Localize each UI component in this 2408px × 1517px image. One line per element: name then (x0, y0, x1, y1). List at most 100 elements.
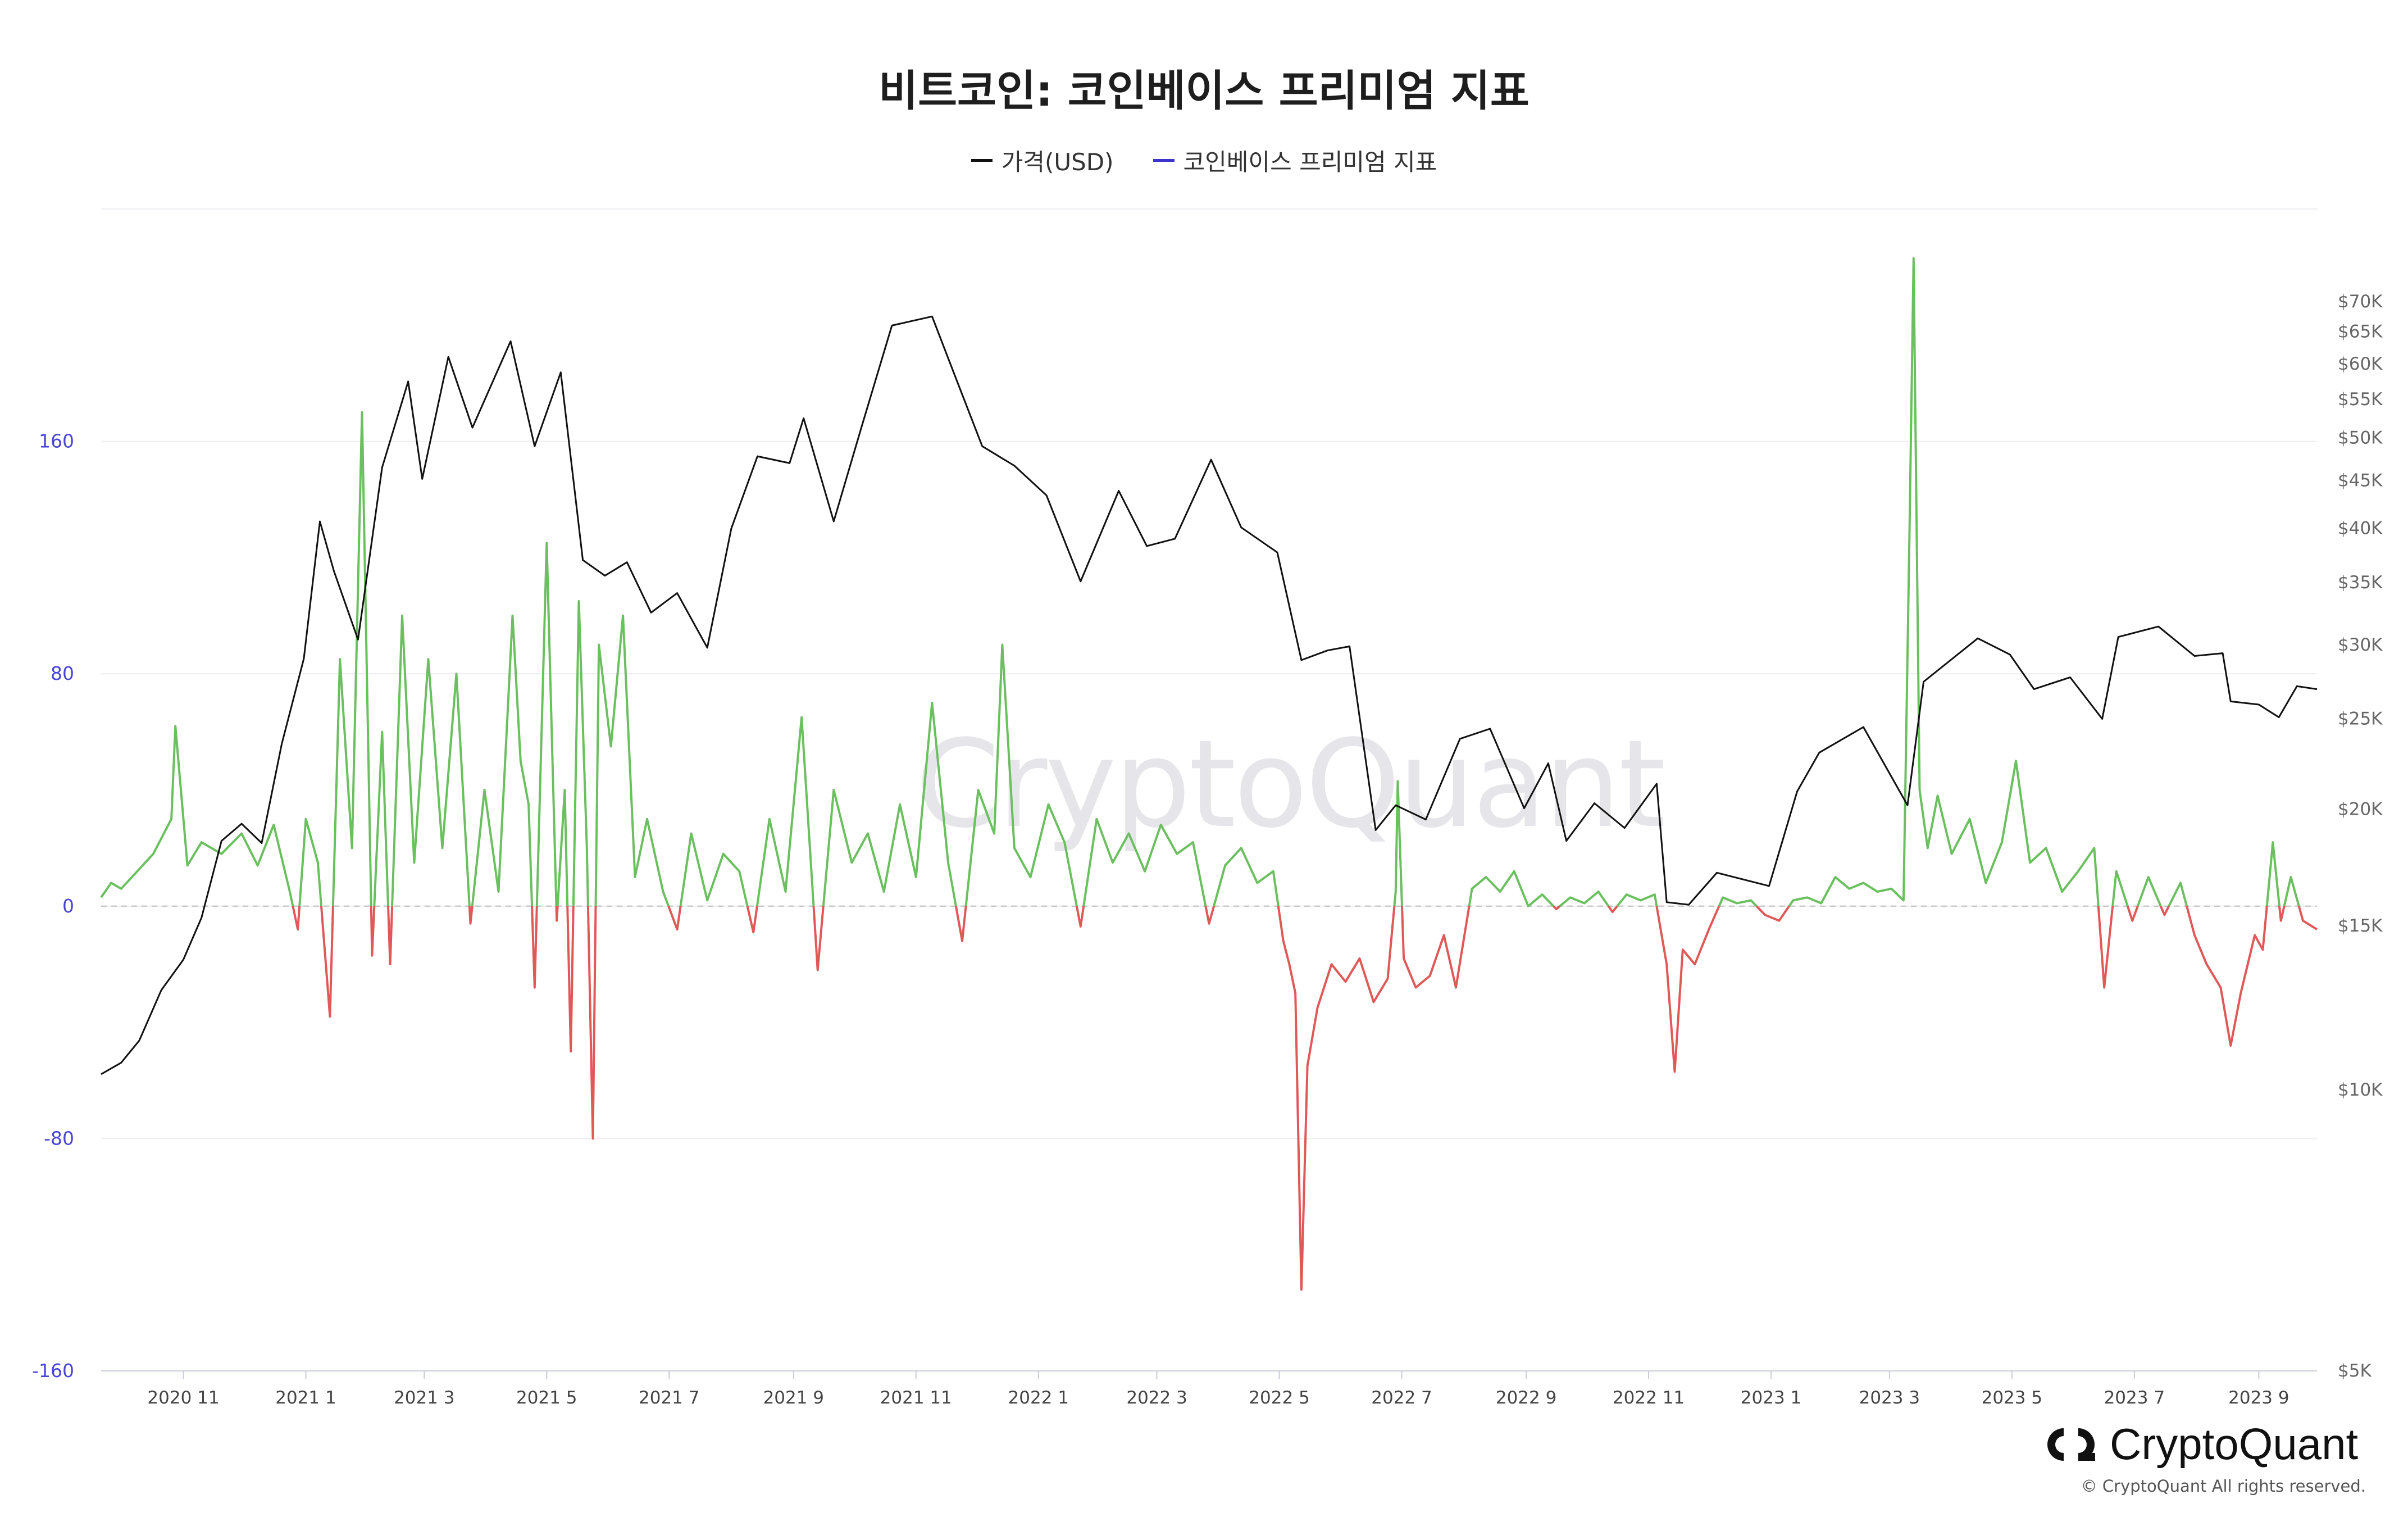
x-tick-label: 2022 3 (1126, 1388, 1187, 1408)
legend-swatch-premium (1153, 159, 1175, 162)
premium-line-positive (471, 614, 534, 907)
x-tick-label: 2023 5 (1982, 1388, 2042, 1408)
x-tick-label: 2022 11 (1613, 1388, 1685, 1408)
x-tick-label: 2022 5 (1249, 1388, 1309, 1408)
legend-item-premium[interactable]: 코인베이스 프리미엄 지표 (1153, 143, 1437, 178)
premium-line-negative (1204, 906, 1216, 925)
premium-line-positive (964, 643, 1078, 907)
premium-line-positive (2136, 876, 2162, 907)
chart-title: 비트코인: 코인베이스 프리미엄 지표 (878, 66, 1530, 116)
premium-line-positive (2168, 882, 2188, 907)
premium-line-negative (1607, 905, 1618, 914)
left-tick-label: -80 (44, 1127, 74, 1149)
x-tick-label: 2022 9 (1496, 1388, 1556, 1408)
x-tick-label: 2023 3 (1859, 1388, 1920, 1408)
premium-line-positive (1082, 817, 1207, 907)
legend-swatch-price (971, 159, 993, 162)
right-tick-label: $10K (2338, 1080, 2383, 1100)
x-tick-label: 2021 3 (394, 1388, 454, 1408)
grid-lines (101, 208, 2317, 1371)
premium-line-positive (373, 730, 389, 906)
right-tick-label: $15K (2338, 916, 2383, 936)
right-tick-label: $55K (2338, 389, 2383, 410)
copyright-notice: © CryptoQuant All rights reserved. (2081, 1477, 2366, 1496)
right-tick-label: $35K (2338, 573, 2383, 593)
price-series (101, 315, 2318, 1075)
premium-line-negative (1075, 906, 1085, 928)
right-tick-label: $40K (2338, 519, 2383, 539)
premium-line-negative (2297, 906, 2318, 930)
x-tick-label: 2022 1 (1008, 1388, 1069, 1408)
premium-line-negative (555, 906, 559, 922)
premium-line-negative (370, 906, 376, 957)
x-tick-label: 2023 9 (2228, 1388, 2289, 1408)
left-tick-label: 80 (51, 662, 74, 684)
premium-line-negative (2278, 906, 2286, 922)
right-tick-label: $20K (2338, 799, 2383, 819)
premium-line-negative (1277, 906, 1396, 1291)
legend-label-premium: 코인베이스 프리미엄 지표 (1183, 148, 1437, 176)
premium-line-negative (954, 906, 967, 942)
premium-line-positive (2265, 841, 2280, 907)
premium-line-positive (1468, 870, 1555, 907)
right-tick-label: $70K (2338, 292, 2383, 312)
x-tick-label: 2022 7 (1371, 1388, 1432, 1408)
premium-line-negative (1755, 905, 1790, 922)
premium-line-positive (1788, 257, 2100, 907)
premium-line-positive (1393, 780, 1403, 906)
premium-line-positive (679, 832, 749, 907)
premium-line-positive (1559, 891, 1610, 907)
premium-line-positive (2283, 876, 2300, 907)
premium-line-negative (566, 906, 575, 1053)
x-tick-label: 2021 5 (516, 1388, 577, 1408)
premium-line-positive (755, 716, 815, 907)
premium-line-positive (1616, 893, 1658, 907)
x-axis: 2020 11 2021 1 2021 3 2021 5 2021 7 2021 9 202… (101, 1370, 2317, 1408)
premium-line-negative (2159, 905, 2170, 916)
right-axis: $5K $10K $15K $20K $25K $30K $35K $40K $45K $50K $… (2338, 292, 2383, 1381)
price-line (101, 315, 2318, 1075)
premium-line-negative (1401, 906, 1471, 989)
premium-line-negative (1553, 905, 1561, 910)
premium-line-positive (2111, 870, 2129, 907)
premium-line-positive (331, 411, 372, 906)
premium-line-positive (594, 614, 670, 907)
right-tick-label: $60K (2338, 354, 2383, 374)
right-tick-label: $50K (2338, 428, 2383, 448)
right-tick-label: $5K (2338, 1361, 2371, 1381)
watermark: CryptoQuant (916, 714, 1666, 855)
legend-label-price: 가격(USD) (1001, 148, 1114, 176)
premium-line-negative (292, 906, 301, 931)
x-tick-label: 2020 11 (147, 1388, 219, 1408)
brand-name: CryptoQuant (2110, 1419, 2359, 1469)
x-tick-label: 2021 1 (275, 1388, 336, 1408)
premium-line-negative (531, 906, 538, 989)
x-tick-label: 2021 7 (639, 1388, 699, 1408)
premium-line-negative (320, 906, 334, 1018)
premium-line-positive (391, 614, 471, 906)
premium-line-negative (387, 906, 394, 966)
premium-line-negative (1655, 905, 1720, 1073)
premium-line-positive (556, 789, 569, 906)
premium-line-negative (812, 906, 825, 971)
premium-line-negative (2186, 906, 2268, 1047)
x-tick-label: 2021 11 (880, 1388, 952, 1408)
premium-line-positive (572, 600, 589, 906)
premium-line-negative (746, 906, 758, 934)
premium-line-positive (1718, 896, 1758, 907)
brand: CryptoQuant (2045, 1419, 2358, 1470)
right-tick-label: $45K (2338, 471, 2383, 491)
legend-item-price[interactable]: 가격(USD) (971, 143, 1114, 178)
cryptoquant-logo-icon (2047, 1428, 2095, 1461)
left-tick-label: 160 (39, 430, 74, 452)
x-tick-label: 2023 1 (1741, 1388, 1801, 1408)
left-tick-label: -160 (32, 1360, 74, 1382)
premium-line-negative (667, 906, 682, 931)
premium-line-positive (535, 542, 558, 906)
chart-legend: 가격(USD) 코인베이스 프리미엄 지표 (0, 143, 2408, 178)
right-tick-label: $30K (2338, 635, 2383, 655)
premium-line-positive (822, 701, 957, 907)
left-axis: -160 -80 0 80 160 (32, 430, 74, 1382)
premium-line-negative (2126, 906, 2139, 922)
x-tick-label: 2021 9 (763, 1388, 824, 1408)
